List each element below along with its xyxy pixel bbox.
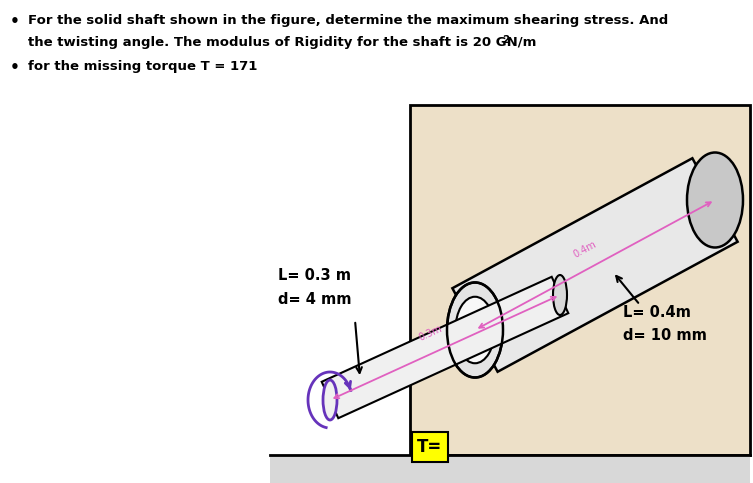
Text: L= 0.4m: L= 0.4m — [623, 305, 691, 320]
Bar — [270, 455, 750, 483]
Text: 0.3m: 0.3m — [416, 323, 444, 342]
Text: 0.4m: 0.4m — [572, 240, 599, 260]
Ellipse shape — [323, 380, 337, 420]
Polygon shape — [453, 158, 738, 372]
Ellipse shape — [687, 153, 743, 247]
Polygon shape — [322, 277, 569, 418]
Text: the twisting angle. The modulus of Rigidity for the shaft is 20 GN/m: the twisting angle. The modulus of Rigid… — [28, 36, 536, 49]
Text: for the missing torque T = 171: for the missing torque T = 171 — [28, 60, 258, 73]
Text: L= 0.3 m: L= 0.3 m — [278, 268, 351, 283]
Text: For the solid shaft shown in the figure, determine the maximum shearing stress. : For the solid shaft shown in the figure,… — [28, 14, 668, 27]
Bar — [410, 105, 750, 455]
Text: •: • — [10, 14, 20, 29]
Ellipse shape — [456, 297, 495, 363]
Text: d= 10 mm: d= 10 mm — [623, 328, 707, 343]
Text: T=: T= — [417, 438, 443, 456]
Ellipse shape — [553, 275, 567, 315]
Text: •: • — [10, 60, 20, 75]
Text: d= 4 mm: d= 4 mm — [278, 292, 352, 307]
Text: 2: 2 — [502, 35, 509, 45]
Ellipse shape — [447, 283, 503, 378]
